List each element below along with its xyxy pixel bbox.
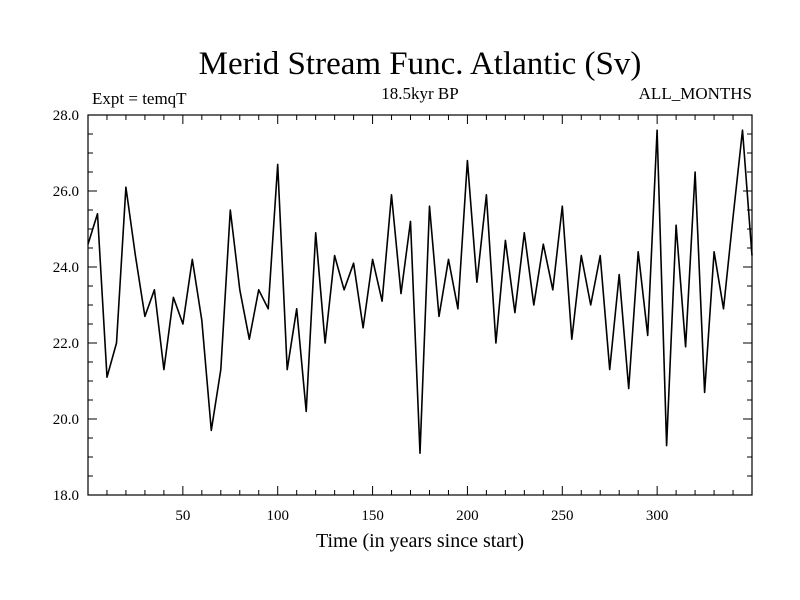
y-tick-labels: 18.0 20.0 22.0 24.0 26.0 28.0 bbox=[53, 108, 79, 504]
chart-subtitle-left: Expt = temqT bbox=[92, 89, 187, 108]
chart-title: Merid Stream Func. Atlantic (Sv) bbox=[199, 46, 642, 82]
x-tick-label: 100 bbox=[266, 508, 289, 524]
y-tick-label: 22.0 bbox=[53, 336, 79, 352]
x-tick-label: 250 bbox=[551, 508, 574, 524]
chart-subtitle-right: ALL_MONTHS bbox=[639, 84, 752, 103]
series-line bbox=[87, 129, 753, 454]
axis-ticks bbox=[88, 115, 752, 495]
x-tick-label: 150 bbox=[361, 508, 384, 524]
x-tick-label: 50 bbox=[175, 508, 190, 524]
y-tick-label: 28.0 bbox=[53, 108, 79, 124]
chart-subtitle-center: 18.5kyr BP bbox=[381, 84, 458, 103]
x-axis-label: Time (in years since start) bbox=[316, 530, 524, 552]
y-tick-label: 18.0 bbox=[53, 488, 79, 504]
y-tick-label: 24.0 bbox=[53, 260, 79, 276]
x-tick-labels: 50 100 150 200 250 300 bbox=[175, 508, 668, 524]
x-tick-label: 300 bbox=[646, 508, 669, 524]
plot-frame bbox=[87, 114, 753, 496]
y-tick-label: 26.0 bbox=[53, 184, 79, 200]
y-tick-label: 20.0 bbox=[53, 412, 79, 428]
x-tick-label: 200 bbox=[456, 508, 479, 524]
